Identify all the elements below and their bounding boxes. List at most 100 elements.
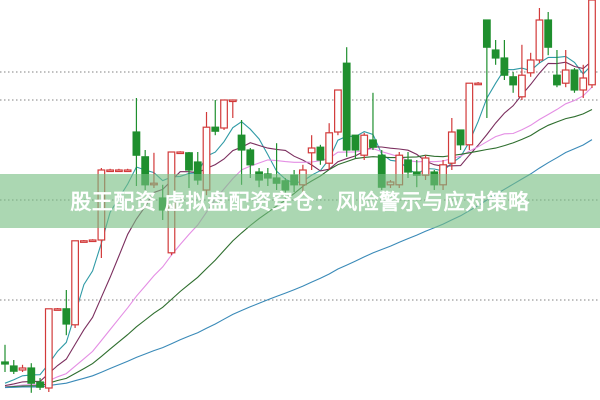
candle-body bbox=[79, 240, 88, 243]
candle bbox=[588, 0, 596, 88]
candle-body bbox=[544, 19, 553, 48]
candle bbox=[518, 44, 526, 100]
candle-body bbox=[88, 239, 97, 243]
candle-body bbox=[316, 146, 325, 161]
candle bbox=[62, 290, 71, 336]
candle bbox=[535, 8, 544, 64]
candle bbox=[570, 68, 579, 93]
banner-title: 股王配资 虚拟盘配资穿仓：风险警示与应对策略 bbox=[70, 190, 530, 214]
candle-body bbox=[334, 89, 342, 133]
candle-body bbox=[176, 151, 185, 155]
candle bbox=[500, 40, 509, 80]
candle-body bbox=[553, 74, 561, 86]
candle-body bbox=[114, 169, 123, 173]
candle bbox=[561, 50, 570, 88]
candle-body bbox=[465, 82, 474, 146]
candle-body bbox=[500, 57, 509, 76]
candle-body bbox=[123, 169, 132, 173]
candle bbox=[44, 308, 53, 392]
ma10-line bbox=[4, 60, 593, 387]
candle-body bbox=[518, 74, 526, 98]
candle bbox=[325, 123, 334, 170]
candle-body bbox=[132, 131, 141, 156]
ma20-line bbox=[4, 86, 593, 388]
candle bbox=[465, 82, 474, 150]
candle bbox=[27, 363, 36, 393]
candle bbox=[246, 148, 255, 178]
candle-body bbox=[342, 62, 351, 151]
candle-body bbox=[447, 131, 456, 164]
candle-body bbox=[220, 99, 228, 129]
candle-body bbox=[246, 149, 255, 166]
candle-body bbox=[325, 132, 334, 164]
candle-body bbox=[307, 147, 316, 154]
candle-body bbox=[526, 59, 535, 74]
candle bbox=[79, 240, 88, 243]
candle-body bbox=[482, 19, 491, 48]
candle-body bbox=[211, 126, 220, 132]
candle bbox=[132, 98, 141, 186]
title-banner: 股王配资 虚拟盘配资穿仓：风险警示与应对策略 bbox=[0, 174, 600, 228]
candle-body bbox=[360, 134, 369, 156]
candle bbox=[351, 134, 360, 158]
candle-body bbox=[36, 381, 44, 388]
candle-body bbox=[509, 76, 518, 86]
candle bbox=[456, 129, 465, 150]
candle-body bbox=[369, 139, 377, 148]
candle bbox=[369, 92, 377, 150]
candle bbox=[474, 82, 483, 86]
candle bbox=[53, 308, 62, 311]
candle bbox=[307, 135, 316, 170]
candle bbox=[482, 19, 491, 118]
candle bbox=[228, 99, 237, 118]
candle bbox=[18, 364, 27, 372]
candle bbox=[316, 144, 325, 165]
candle bbox=[176, 151, 185, 155]
candle bbox=[9, 360, 18, 374]
candle bbox=[360, 132, 369, 160]
candle bbox=[220, 99, 228, 130]
candle bbox=[544, 12, 553, 56]
candle-body bbox=[106, 169, 115, 173]
candle-body bbox=[9, 365, 18, 372]
candle-body bbox=[185, 152, 193, 171]
candle-body bbox=[27, 367, 36, 384]
candle bbox=[106, 168, 115, 173]
candle-body bbox=[237, 134, 246, 151]
candle-body bbox=[456, 129, 465, 146]
candle bbox=[447, 118, 456, 170]
candle bbox=[579, 64, 588, 98]
candle bbox=[509, 72, 518, 93]
candle-body bbox=[491, 49, 500, 59]
candle bbox=[553, 50, 561, 88]
candle-body bbox=[71, 240, 79, 326]
candle-body bbox=[44, 308, 53, 389]
candle bbox=[114, 168, 123, 173]
candle-body bbox=[561, 69, 570, 84]
candle-body bbox=[18, 367, 27, 371]
candle-body bbox=[53, 308, 62, 311]
candle bbox=[36, 378, 44, 390]
candle-body bbox=[351, 134, 360, 151]
candle-body bbox=[588, 0, 596, 86]
candle bbox=[491, 40, 500, 65]
candle bbox=[71, 240, 79, 328]
candle bbox=[1, 344, 9, 372]
candle-body bbox=[421, 157, 430, 176]
candle-body bbox=[228, 99, 237, 103]
candle-body bbox=[404, 159, 412, 173]
candle-body bbox=[474, 82, 483, 86]
candle-body bbox=[570, 69, 579, 91]
candle-body bbox=[62, 308, 71, 325]
candle bbox=[404, 152, 412, 178]
candle-body bbox=[1, 361, 9, 365]
candle bbox=[342, 47, 351, 157]
candle bbox=[334, 89, 342, 136]
candle bbox=[211, 100, 220, 136]
candle bbox=[526, 52, 535, 77]
candle bbox=[88, 239, 97, 243]
candle-body bbox=[535, 19, 544, 61]
ma30-line bbox=[4, 109, 593, 388]
candle bbox=[123, 168, 132, 173]
